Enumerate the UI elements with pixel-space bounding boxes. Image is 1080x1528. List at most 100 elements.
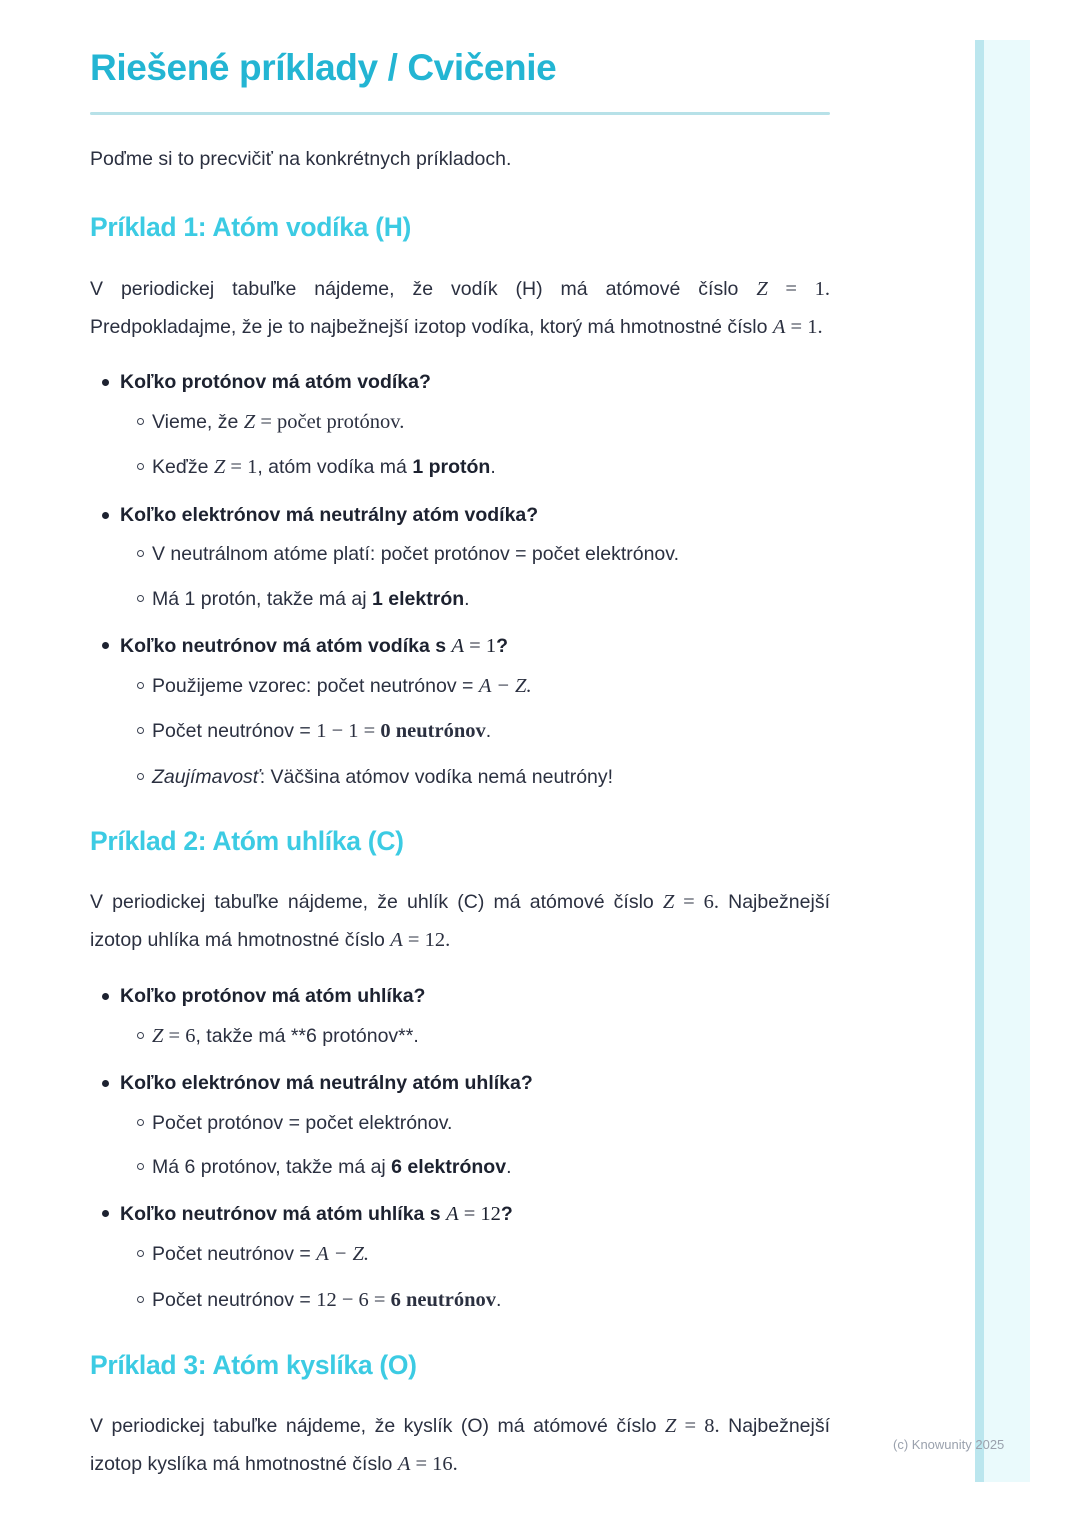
answer-text: Použijeme vzorec: počet neutrónov = A − … xyxy=(152,672,830,702)
question-text: Koľko elektrónov má neutrálny atóm vodík… xyxy=(120,504,539,527)
bullet-circle-icon xyxy=(137,1295,144,1303)
list-item: Koľko neutrónov má atóm uhlíka s A = 12?… xyxy=(90,1199,830,1315)
list-item: V neutrálnom atóme platí: počet protónov… xyxy=(120,540,830,568)
page-title: Riešené príklady / Cvičenie xyxy=(90,47,557,88)
answer-text: Vieme, že Z = počet protónov. xyxy=(152,408,830,438)
text-run: . xyxy=(464,587,470,610)
example-3-paragraph: V periodickej tabuľke nájdeme, že kyslík… xyxy=(90,1408,830,1484)
answer-text: Má 1 protón, takže má aj 1 elektrón. xyxy=(152,585,830,613)
question-text: Koľko protónov má atóm vodíka? xyxy=(120,371,431,394)
answer-text: Počet neutrónov = 1 − 1 = 0 neutrónov. xyxy=(152,717,830,747)
math-var: A xyxy=(772,315,786,338)
text-run: Počet neutrónov = xyxy=(152,1288,317,1311)
math-value: = 12. xyxy=(402,929,451,952)
bullet-disc-icon xyxy=(102,379,109,387)
text-run: Koľko neutrónov má atóm vodíka s xyxy=(120,634,452,657)
copyright-watermark: (c) Knowunity 2025 xyxy=(893,1437,1005,1452)
text-run: Najbežnejší izotop uhlíka má hmotnostné … xyxy=(90,891,830,952)
math-var: Z xyxy=(152,1024,164,1047)
decorative-side-bar xyxy=(975,40,1030,1482)
list-item: Koľko neutrónov má atóm vodíka s A = 1? … xyxy=(90,631,830,791)
list-item: Koľko protónov má atóm vodíka? Vieme, že… xyxy=(90,368,830,483)
text-run: ? xyxy=(496,634,509,657)
math-var: A xyxy=(390,929,403,952)
math-expression: A − Z. xyxy=(316,1242,370,1265)
text-run: . xyxy=(506,1155,512,1178)
answer-text: Počet neutrónov = A − Z. xyxy=(152,1240,830,1270)
answer-text: Počet neutrónov = 12 − 6 = 6 neutrónov. xyxy=(152,1286,830,1316)
bullet-circle-icon xyxy=(137,463,144,471)
bullet-circle-icon xyxy=(137,681,144,689)
text-run: . xyxy=(495,1288,502,1311)
answer-text: Zaujímavosť: Väčšina atómov vodíka nemá … xyxy=(152,763,830,791)
list-item: Koľko protónov má atóm uhlíka? Z = 6, ta… xyxy=(90,982,830,1051)
text-run: Má 6 protónov, takže má aj xyxy=(152,1155,392,1178)
emphasis-text: 1 elektrón xyxy=(372,587,465,610)
bullet-circle-icon xyxy=(137,773,144,781)
list-item: Koľko elektrónov má neutrálny atóm uhlík… xyxy=(90,1069,830,1181)
question-text: Koľko neutrónov má atóm vodíka s A = 1? xyxy=(120,631,830,662)
bullet-disc-icon xyxy=(102,1080,109,1088)
bullet-disc-icon xyxy=(102,641,109,649)
text-run: Koľko neutrónov má atóm uhlíka s xyxy=(120,1203,447,1226)
example-1-question-list: Koľko protónov má atóm vodíka? Vieme, že… xyxy=(90,368,830,791)
text-run: Najbežnejší izotop kyslíka má hmotnostné… xyxy=(90,1415,831,1476)
math-var: Z xyxy=(664,1415,677,1438)
answer-text: Má 6 protónov, takže má aj 6 elektrónov. xyxy=(152,1153,830,1181)
question-text: Koľko protónov má atóm uhlíka? xyxy=(120,985,426,1008)
emphasis-text: 6 elektrónov xyxy=(391,1155,507,1178)
list-item: Má 6 protónov, takže má aj 6 elektrónov. xyxy=(120,1153,830,1181)
list-item: Počet protónov = počet elektrónov. xyxy=(120,1109,830,1137)
math-expression: 12 − 6 = xyxy=(316,1288,391,1311)
bullet-circle-icon xyxy=(137,1162,144,1170)
math-var: Z xyxy=(756,277,768,300)
document-content: Riešené príklady / Cvičenie Poďme si to … xyxy=(90,38,830,1484)
text-run: V periodickej tabuľke nájdeme, že kyslík… xyxy=(90,1415,665,1438)
list-item: Použijeme vzorec: počet neutrónov = A − … xyxy=(120,672,830,702)
text-run: V periodickej tabuľke nájdeme, že vodík … xyxy=(90,277,757,300)
list-item: Počet neutrónov = A − Z. xyxy=(120,1240,830,1270)
bullet-circle-icon xyxy=(137,727,144,735)
math-expression: A − Z. xyxy=(478,674,532,697)
emphasis-text: 0 neutrónov xyxy=(380,720,486,743)
answer-list: Z = 6, takže má **6 protónov**. xyxy=(120,1022,830,1052)
list-item: Keďže Z = 1, atóm vodíka má 1 protón. xyxy=(120,453,830,483)
bullet-circle-icon xyxy=(137,1031,144,1039)
intro-paragraph: Poďme si to precvičiť na konkrétnych prí… xyxy=(90,148,512,171)
text-run: Má 1 protón, takže má aj xyxy=(152,587,373,610)
bullet-disc-icon xyxy=(102,1210,109,1218)
math-var: Z xyxy=(243,410,256,433)
answer-text: Z = 6, takže má **6 protónov**. xyxy=(152,1022,830,1052)
math-value: = počet protónov. xyxy=(255,410,405,433)
text-run: ? xyxy=(500,1203,513,1226)
example-1-paragraph: V periodickej tabuľke nájdeme, že vodík … xyxy=(90,271,830,347)
bullet-disc-icon xyxy=(102,512,109,520)
answer-text: Počet protónov = počet elektrónov. xyxy=(152,1111,453,1134)
example-2-question-list: Koľko protónov má atóm uhlíka? Z = 6, ta… xyxy=(90,982,830,1315)
bullet-circle-icon xyxy=(137,1118,144,1126)
question-text: Koľko elektrónov má neutrálny atóm uhlík… xyxy=(120,1072,533,1095)
emphasis-text: 6 neutrónov xyxy=(390,1288,496,1311)
emphasis-text: 1 protón xyxy=(412,456,491,479)
math-value: = 1 xyxy=(464,634,497,657)
bullet-circle-icon xyxy=(137,1249,144,1257)
bullet-circle-icon xyxy=(137,594,144,602)
text-run: Počet neutrónov = xyxy=(152,720,317,743)
list-item: Počet neutrónov = 12 − 6 = 6 neutrónov. xyxy=(120,1286,830,1316)
example-3-heading: Príklad 3: Atóm kyslíka (O) xyxy=(90,1350,417,1381)
bullet-circle-icon xyxy=(137,417,144,425)
bullet-disc-icon xyxy=(102,993,109,1001)
decorative-side-bar-edge xyxy=(975,40,984,1482)
math-var: Z xyxy=(213,456,226,479)
list-item: Má 1 protón, takže má aj 1 elektrón. xyxy=(120,585,830,613)
math-value: = 8. xyxy=(676,1415,720,1438)
answer-text: V neutrálnom atóme platí: počet protónov… xyxy=(152,543,679,566)
text-run: . xyxy=(490,456,496,479)
emphasis-text: Zaujímavosť xyxy=(152,766,260,789)
math-value: = 6 xyxy=(163,1024,196,1047)
bullet-circle-icon xyxy=(137,550,144,558)
math-value: = 1 xyxy=(225,456,258,479)
text-run: Vieme, že xyxy=(152,410,244,433)
text-run: Predpokladajme, že je to najbežnejší izo… xyxy=(90,315,773,338)
math-value: = 6. xyxy=(674,891,719,914)
